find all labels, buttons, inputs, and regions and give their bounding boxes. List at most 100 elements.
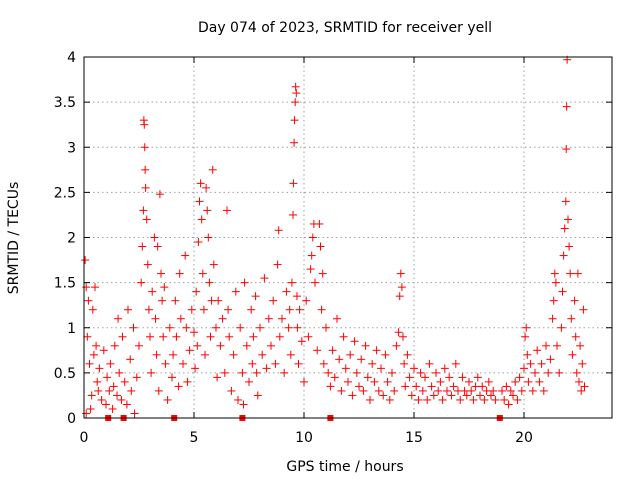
data-point [304, 332, 313, 341]
data-point [399, 332, 407, 341]
data-point [315, 219, 324, 228]
data-point [397, 283, 406, 292]
data-point [148, 287, 157, 296]
data-point [513, 395, 522, 404]
y-tick-label: 2 [67, 231, 76, 247]
data-point [253, 391, 262, 400]
data-point [377, 364, 385, 373]
data-point [120, 377, 129, 386]
data-point [445, 373, 454, 382]
data-point [414, 395, 423, 404]
data-point [209, 260, 218, 269]
data-point [252, 368, 261, 377]
data-point [546, 355, 555, 364]
data-point [311, 278, 319, 287]
data-point [504, 400, 513, 409]
data-point [168, 373, 176, 382]
data-point [87, 391, 96, 400]
data-point [147, 368, 156, 377]
data-point [390, 386, 399, 395]
data-point [562, 102, 571, 111]
chart-title: Day 074 of 2023, SRMTID for receiver yel… [198, 20, 492, 36]
data-point [190, 328, 198, 337]
data-point [169, 350, 178, 359]
data-point [240, 278, 249, 287]
data-point [280, 368, 289, 377]
data-point [523, 350, 532, 359]
data-point [550, 269, 559, 278]
data-point [139, 206, 148, 215]
data-point [103, 373, 112, 382]
data-point [91, 283, 99, 292]
data-point [447, 391, 456, 400]
data-point [561, 197, 570, 206]
data-point [295, 305, 304, 314]
data-point [81, 256, 90, 265]
data-point [337, 386, 346, 395]
data-point [158, 296, 167, 305]
data-point [175, 269, 184, 278]
data-point [396, 269, 405, 278]
data-point [97, 395, 106, 404]
data-point [573, 269, 582, 278]
data-point [264, 314, 273, 323]
data-point [127, 386, 136, 395]
data-point [564, 215, 572, 224]
data-point [363, 373, 372, 382]
data-point [465, 377, 473, 386]
data-point [313, 346, 322, 355]
data-point [521, 332, 530, 341]
data-point [388, 368, 396, 377]
data-point [412, 382, 421, 391]
data-point [449, 382, 458, 391]
data-point [429, 391, 438, 400]
data-point [194, 238, 203, 247]
data-point [204, 233, 213, 242]
data-point [248, 359, 257, 368]
data-point [223, 206, 231, 215]
data-point [572, 368, 581, 377]
data-point [560, 224, 569, 233]
data-point [506, 386, 515, 395]
y-tick-label: 3 [67, 140, 76, 156]
data-point [95, 364, 104, 373]
data-point [182, 323, 191, 332]
data-point [118, 332, 127, 341]
data-point [405, 373, 414, 382]
data-point [249, 332, 258, 341]
data-point [319, 359, 328, 368]
axis-ticks: 0 0.5 1 1.5 2 2.5 3 3.5 4 0 5 10 15 20 [54, 50, 612, 446]
data-point [242, 341, 251, 350]
data-point [82, 409, 91, 418]
data-point [289, 179, 298, 188]
data-point [522, 323, 531, 332]
data-point [199, 305, 208, 314]
y-tick-label: 3.5 [54, 95, 76, 111]
data-point [361, 341, 370, 350]
data-point [531, 368, 539, 377]
data-point [260, 274, 269, 283]
data-point [559, 251, 568, 260]
data-point [458, 373, 467, 382]
data-point [324, 368, 333, 377]
data-point [271, 359, 280, 368]
data-point [179, 359, 187, 368]
data-point [256, 323, 264, 332]
data-point [159, 332, 168, 341]
data-point [157, 269, 165, 278]
data-point [548, 314, 557, 323]
data-points [81, 55, 589, 418]
data-point [129, 323, 138, 332]
data-point [339, 332, 348, 341]
data-point [294, 359, 303, 368]
data-point [115, 368, 124, 377]
data-point [577, 386, 586, 395]
data-point [262, 364, 271, 373]
data-point [348, 391, 357, 400]
data-point [576, 341, 585, 350]
data-point [551, 278, 560, 287]
data-point [150, 233, 159, 242]
data-point [533, 346, 542, 355]
y-tick-label: 0 [67, 411, 76, 427]
data-point [160, 283, 169, 292]
